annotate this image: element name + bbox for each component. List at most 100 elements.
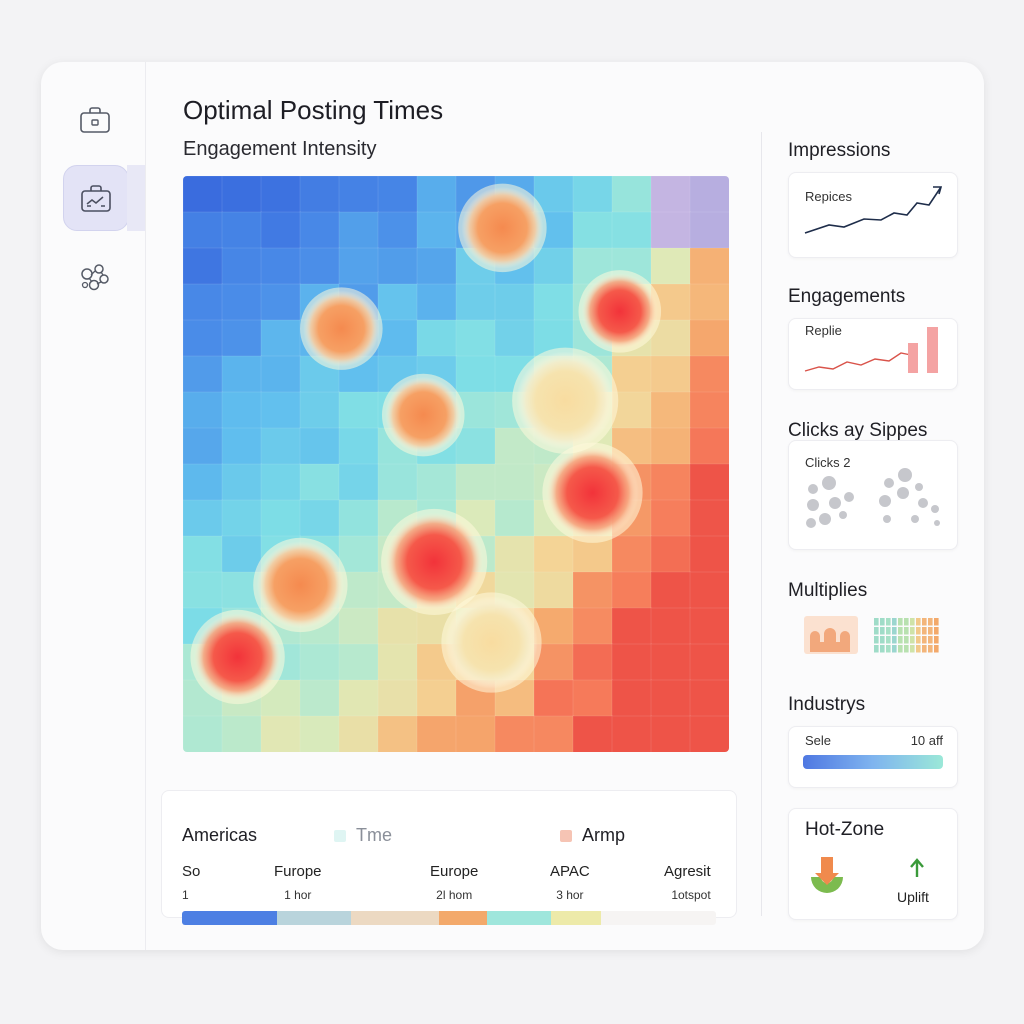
multiples-bar bbox=[934, 618, 939, 626]
heatmap-cell bbox=[416, 679, 457, 717]
multiples-bar bbox=[934, 636, 939, 644]
heatmap-cell bbox=[572, 176, 613, 213]
sidebar-item-network[interactable] bbox=[63, 246, 127, 310]
multiples-bar bbox=[892, 645, 897, 653]
heatmap-cell bbox=[338, 247, 379, 285]
heatmap-cell bbox=[183, 571, 223, 609]
legend-col-europe: Europe 2l hom bbox=[430, 863, 478, 902]
heatmap-cell bbox=[299, 211, 340, 249]
main-panel: Optimal Posting Times Engagement Intensi… bbox=[145, 62, 761, 950]
heatmap-cell bbox=[338, 607, 379, 645]
metrics-column: Impressions Repices Engagements Replie C… bbox=[785, 62, 984, 950]
heatmap-cell bbox=[377, 679, 418, 717]
hotspot-mid[interactable] bbox=[445, 596, 538, 689]
heatmap-cell bbox=[572, 715, 613, 752]
heatmap-cell bbox=[377, 607, 418, 645]
hotspot-warm[interactable] bbox=[461, 186, 544, 269]
multiples-card[interactable] bbox=[788, 572, 956, 664]
multiples-bar bbox=[892, 618, 897, 626]
legend-col-so: So 1 bbox=[182, 863, 200, 902]
multiples-bar bbox=[880, 645, 885, 653]
heatmap-cell bbox=[533, 679, 574, 717]
heatmap-cell bbox=[455, 427, 496, 465]
hotspot-hot[interactable] bbox=[385, 512, 484, 612]
multiples-bar bbox=[880, 618, 885, 626]
hotspot-hot[interactable] bbox=[193, 613, 282, 701]
hotspot-hot[interactable] bbox=[581, 273, 659, 350]
legend-bar-segment bbox=[601, 911, 716, 925]
impressions-card[interactable]: Repices bbox=[788, 172, 958, 258]
heatmap-cell bbox=[689, 463, 729, 501]
heatmap-cell bbox=[183, 283, 223, 321]
heatmap-cell bbox=[299, 499, 340, 537]
hotzone-title: Hot-Zone bbox=[805, 819, 885, 840]
sidebar-item-briefcase[interactable] bbox=[63, 88, 127, 152]
heatmap-cell bbox=[221, 283, 262, 321]
heatmap-cell bbox=[221, 211, 262, 249]
heatmap-cell bbox=[338, 427, 379, 465]
heatmap-cell bbox=[455, 463, 496, 501]
region-legend: Americas Tme Armp So 1 Furope 1 hor Euro… bbox=[161, 790, 737, 925]
hotspot-hot[interactable] bbox=[546, 446, 639, 540]
heatmap-cell bbox=[183, 391, 223, 429]
heatmap-cell bbox=[221, 463, 262, 501]
uplift-label: Uplift bbox=[897, 889, 929, 905]
heatmap-cell bbox=[377, 176, 418, 213]
legend-bar-segment bbox=[182, 911, 277, 925]
heatmap-cell bbox=[689, 571, 729, 609]
hotspot-warm[interactable] bbox=[385, 376, 462, 454]
multiples-bar bbox=[928, 618, 933, 626]
legend-bar-segment bbox=[439, 911, 487, 925]
impressions-title: Impressions bbox=[788, 140, 891, 161]
legend-armp-label: Armp bbox=[582, 825, 626, 845]
hotspot-warm[interactable] bbox=[256, 541, 345, 629]
multiples-bar bbox=[904, 627, 909, 635]
multiples-bar bbox=[916, 618, 921, 626]
heatmap-cell bbox=[611, 355, 652, 393]
heatmap-cell bbox=[338, 391, 379, 429]
multiples-bar bbox=[886, 645, 891, 653]
heatmap-cell bbox=[377, 643, 418, 681]
multiples-bar bbox=[928, 636, 933, 644]
heatmap-cell bbox=[689, 319, 729, 357]
engagements-label: Replie bbox=[805, 323, 842, 338]
clicks-card[interactable]: Clicks 2 bbox=[788, 440, 958, 550]
industry-card[interactable]: Sele 10 aff bbox=[788, 726, 958, 788]
engagements-card[interactable]: Replie bbox=[788, 318, 958, 390]
heatmap-cell bbox=[221, 319, 262, 357]
heatmap-cell bbox=[650, 535, 691, 573]
heatmap-cell bbox=[377, 715, 418, 752]
legend-bar-segment bbox=[487, 911, 551, 925]
clicks-label: Clicks 2 bbox=[805, 455, 851, 470]
heatmap-cell bbox=[338, 715, 379, 752]
hotspot-mid[interactable] bbox=[516, 351, 615, 450]
multiples-bar bbox=[934, 645, 939, 653]
heatmap-cell bbox=[455, 715, 496, 752]
legend-col-sub: 1 hor bbox=[284, 888, 312, 902]
heatmap-cell bbox=[299, 391, 340, 429]
heatmap-cell bbox=[689, 211, 729, 249]
hotspot-warm[interactable] bbox=[303, 290, 380, 367]
multiples-bar bbox=[922, 636, 927, 644]
sidebar bbox=[41, 62, 146, 950]
heatmap-cell bbox=[377, 211, 418, 249]
heatmap-cell bbox=[183, 499, 223, 537]
heatmap-cell bbox=[260, 715, 301, 752]
legend-col-sub: 3 hor bbox=[556, 888, 584, 902]
engagements-title: Engagements bbox=[788, 286, 906, 307]
heatmap-cell bbox=[377, 283, 418, 321]
sidebar-item-analytics[interactable] bbox=[63, 165, 129, 231]
clicks-dot-plot bbox=[806, 468, 940, 528]
heatmap-cell bbox=[689, 535, 729, 573]
heatmap-cell bbox=[260, 391, 301, 429]
heatmap-cell bbox=[416, 463, 457, 501]
multiples-bar bbox=[874, 627, 879, 635]
briefcase-icon bbox=[80, 107, 110, 133]
legend-col-sub: 1 bbox=[182, 888, 189, 902]
heatmap-cell bbox=[260, 247, 301, 285]
heatmap-cell bbox=[416, 283, 457, 321]
heatmap-cell bbox=[260, 211, 301, 249]
hotzone-card[interactable]: Hot-Zone Uplift bbox=[788, 808, 958, 920]
heatmap-cell bbox=[377, 463, 418, 501]
heatmap-cell bbox=[611, 679, 652, 717]
